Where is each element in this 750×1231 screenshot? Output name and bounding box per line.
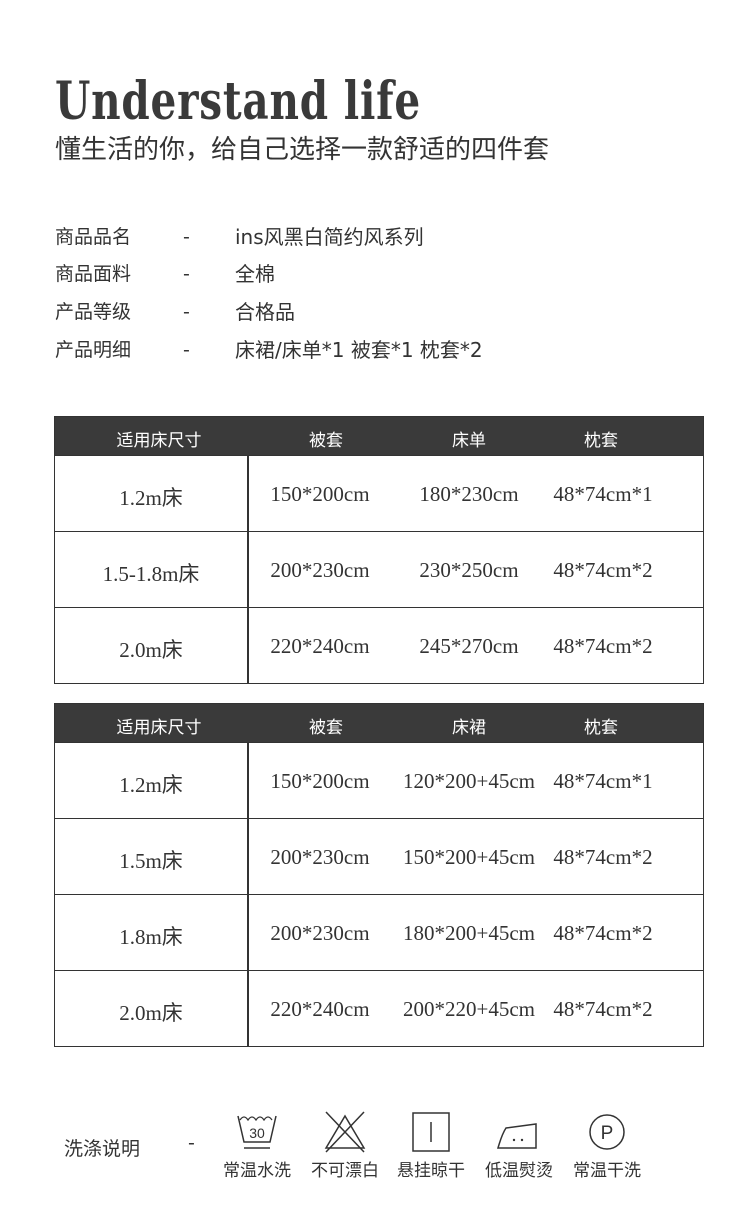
care-label: 不可漂白 xyxy=(311,1161,379,1181)
care-label: 悬挂晾干 xyxy=(397,1161,465,1181)
table-cell: 180*200+45cm xyxy=(403,921,535,945)
table-cell: 200*230cm xyxy=(270,921,370,945)
spec-label: 产品等级 xyxy=(55,301,132,323)
hang-dry-icon xyxy=(412,1112,450,1152)
page-title: Understand life xyxy=(55,71,421,132)
spec-row: 产品等级 - 合格品 xyxy=(55,297,655,327)
care-item-iron: 低温熨烫 xyxy=(474,1110,564,1181)
svg-text:30: 30 xyxy=(249,1125,265,1141)
table-cell: 1.8m床 xyxy=(119,925,183,949)
column-header: 床单 xyxy=(452,431,486,451)
size-table: 适用床尺寸 被套 床单 枕套 1.2m床 150*200cm 180*230cm 48*74c… xyxy=(54,416,704,684)
table-cell: 150*200cm xyxy=(270,482,370,506)
care-item-bleach: 不可漂白 xyxy=(300,1110,390,1181)
care-label: 低温熨烫 xyxy=(485,1161,553,1181)
table-cell: 150*200cm xyxy=(270,769,370,793)
table-cell: 48*74cm*2 xyxy=(553,845,653,869)
column-header: 床裙 xyxy=(452,718,486,738)
table-cell: 220*240cm xyxy=(270,997,370,1021)
column-divider xyxy=(247,532,249,607)
column-header: 适用床尺寸 xyxy=(116,718,202,738)
column-header: 枕套 xyxy=(584,431,618,451)
column-header: 被套 xyxy=(309,431,343,451)
size-table: 适用床尺寸 被套 床裙 枕套 1.2m床 150*200cm 120*200+45cm 48*… xyxy=(54,703,704,1047)
table-row: 2.0m床 220*240cm 245*270cm 48*74cm*2 xyxy=(55,607,703,683)
table-cell: 230*250cm xyxy=(419,558,519,582)
column-header: 被套 xyxy=(309,718,343,738)
table-cell: 220*240cm xyxy=(270,634,370,658)
low-iron-icon xyxy=(497,1123,537,1149)
table-cell: 180*230cm xyxy=(419,482,519,506)
table-cell: 200*230cm xyxy=(270,558,370,582)
washing-label: 洗涤说明 xyxy=(64,1138,141,1160)
table-row: 1.5m床 200*230cm 150*200+45cm 48*74cm*2 xyxy=(55,818,703,894)
spec-row: 商品品名 - ins风黑白简约风系列 xyxy=(55,222,655,252)
spec-dash: - xyxy=(183,301,190,323)
care-item-dryclean: P 常温干洗 xyxy=(562,1110,652,1181)
spec-value: 床裙/床单*1 被套*1 枕套*2 xyxy=(235,338,483,362)
spec-row: 产品明细 - 床裙/床单*1 被套*1 枕套*2 xyxy=(55,335,655,365)
column-divider xyxy=(247,971,249,1046)
table-cell: 245*270cm xyxy=(419,634,519,658)
spec-label: 商品面料 xyxy=(55,263,132,285)
table-row: 1.2m床 150*200cm 120*200+45cm 48*74cm*1 xyxy=(55,742,703,818)
column-divider xyxy=(247,743,249,818)
table-header: 适用床尺寸 被套 床裙 枕套 xyxy=(55,704,703,742)
table-row: 2.0m床 220*240cm 200*220+45cm 48*74cm*2 xyxy=(55,970,703,1046)
page-subtitle: 懂生活的你，给自己选择一款舒适的四件套 xyxy=(55,135,550,165)
table-cell: 120*200+45cm xyxy=(403,769,535,793)
table-cell: 2.0m床 xyxy=(119,1001,183,1025)
column-divider xyxy=(247,456,249,531)
care-label: 常温水洗 xyxy=(223,1161,291,1181)
table-header: 适用床尺寸 被套 床单 枕套 xyxy=(55,417,703,455)
spec-label: 产品明细 xyxy=(55,339,132,361)
column-divider xyxy=(247,608,249,683)
table-cell: 200*230cm xyxy=(270,845,370,869)
table-cell: 48*74cm*2 xyxy=(553,997,653,1021)
column-divider xyxy=(247,895,249,970)
table-cell: 1.5m床 xyxy=(119,849,183,873)
column-header: 枕套 xyxy=(584,718,618,738)
dry-clean-icon: P xyxy=(589,1114,625,1150)
table-cell: 48*74cm*1 xyxy=(553,769,653,793)
spec-dash: - xyxy=(183,226,190,248)
spec-dash: - xyxy=(183,339,190,361)
spec-value: 全棉 xyxy=(235,262,275,286)
care-item-hang: 悬挂晾干 xyxy=(386,1110,476,1181)
spec-dash: - xyxy=(183,263,190,285)
table-cell: 48*74cm*1 xyxy=(553,482,653,506)
table-cell: 1.5-1.8m床 xyxy=(102,562,200,586)
table-row: 1.2m床 150*200cm 180*230cm 48*74cm*1 xyxy=(55,455,703,531)
table-cell: 48*74cm*2 xyxy=(553,921,653,945)
table-cell: 48*74cm*2 xyxy=(553,558,653,582)
care-item-wash: 30 常温水洗 xyxy=(212,1110,302,1181)
wash-30-icon: 30 xyxy=(237,1115,277,1149)
table-cell: 1.2m床 xyxy=(119,773,183,797)
table-cell: 200*220+45cm xyxy=(403,997,535,1021)
table-cell: 48*74cm*2 xyxy=(553,634,653,658)
column-divider xyxy=(247,819,249,894)
table-row: 1.5-1.8m床 200*230cm 230*250cm 48*74cm*2 xyxy=(55,531,703,607)
table-cell: 150*200+45cm xyxy=(403,845,535,869)
column-header: 适用床尺寸 xyxy=(116,431,202,451)
table-cell: 1.2m床 xyxy=(119,486,183,510)
care-label: 常温干洗 xyxy=(573,1161,641,1181)
no-bleach-icon xyxy=(324,1111,366,1153)
spec-label: 商品品名 xyxy=(55,226,132,248)
washing-dash: - xyxy=(188,1132,195,1154)
table-row: 1.8m床 200*230cm 180*200+45cm 48*74cm*2 xyxy=(55,894,703,970)
spec-value: ins风黑白简约风系列 xyxy=(235,225,424,249)
spec-value: 合格品 xyxy=(235,300,295,324)
table-cell: 2.0m床 xyxy=(119,638,183,662)
spec-row: 商品面料 - 全棉 xyxy=(55,259,655,289)
svg-text:P: P xyxy=(601,1123,614,1144)
